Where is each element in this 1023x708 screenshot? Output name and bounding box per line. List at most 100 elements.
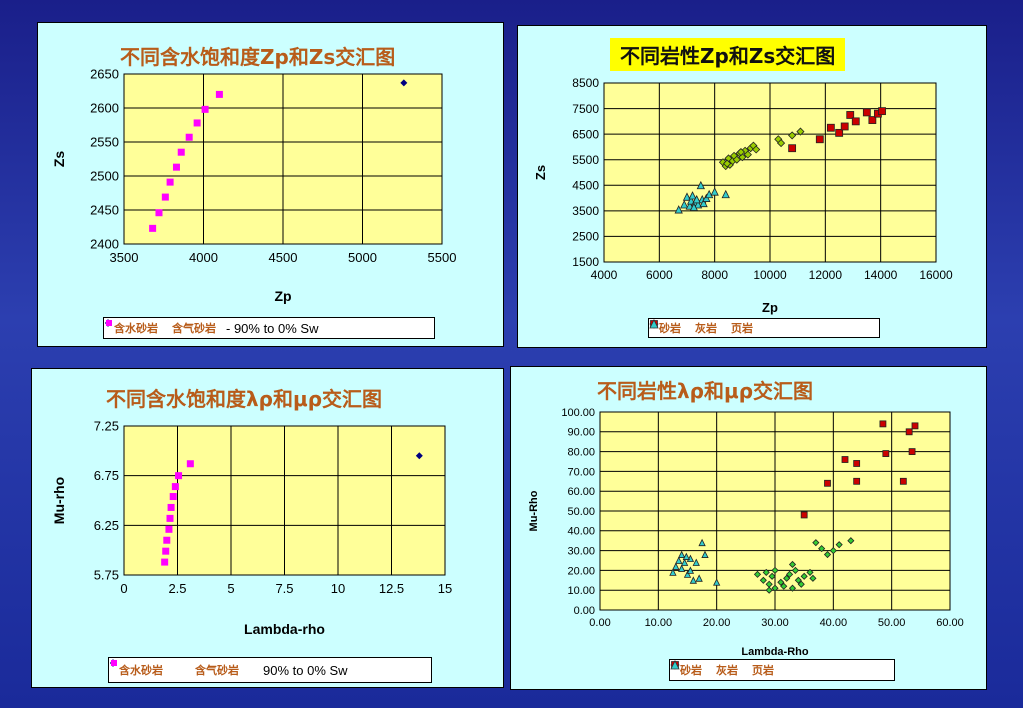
y-tick-label: 7.25 bbox=[94, 419, 119, 434]
y-tick-label: 30.00 bbox=[567, 545, 595, 557]
data-point bbox=[682, 552, 690, 560]
data-point bbox=[752, 145, 761, 154]
y-tick-label: 10.00 bbox=[567, 585, 595, 597]
legend-label: 含气砂岩 bbox=[172, 322, 216, 335]
data-point bbox=[674, 205, 683, 214]
legend-triangle-icon bbox=[649, 319, 659, 329]
y-tick-label: 100.00 bbox=[561, 407, 595, 419]
x-tick-label: 10000 bbox=[753, 268, 787, 282]
data-point bbox=[853, 460, 861, 467]
data-point bbox=[149, 224, 157, 232]
y-axis-label: Mu-Rho bbox=[528, 490, 540, 531]
y-tick-label: 2550 bbox=[90, 135, 119, 150]
data-point bbox=[868, 116, 877, 124]
data-point bbox=[759, 576, 767, 584]
data-point bbox=[786, 570, 794, 578]
data-point bbox=[693, 200, 703, 209]
data-point bbox=[824, 479, 831, 487]
data-point bbox=[768, 572, 776, 580]
x-axis-label: Zp bbox=[274, 288, 291, 304]
data-point bbox=[732, 155, 741, 164]
data-point bbox=[862, 108, 871, 117]
data-point bbox=[851, 117, 860, 126]
data-point bbox=[908, 448, 916, 455]
chart-3-svg: 0 2.5 5 7.5 10 12.5 15 5.75 6.25 6.75 7.25 Lambda-r… bbox=[51, 419, 452, 637]
data-point bbox=[680, 200, 689, 209]
data-point bbox=[172, 163, 180, 171]
data-point bbox=[788, 584, 797, 592]
y-tick-label: 2600 bbox=[90, 101, 119, 116]
x-tick-label: 3500 bbox=[110, 250, 139, 265]
data-point bbox=[669, 568, 677, 576]
legend-label: 含水砂岩 bbox=[119, 664, 163, 677]
data-point bbox=[783, 574, 791, 582]
chart-panel-1: 3500 4000 4500 5000 5500 2400 2450 2500 2550 2600… bbox=[37, 22, 504, 347]
data-point bbox=[701, 550, 709, 558]
data-point bbox=[753, 570, 762, 578]
data-point bbox=[177, 148, 185, 156]
data-point bbox=[777, 139, 786, 148]
legend-label: 砂岩 bbox=[680, 664, 702, 677]
legend-label: 灰岩 bbox=[695, 322, 717, 335]
data-point bbox=[879, 420, 887, 428]
y-tick-label: 2500 bbox=[572, 230, 599, 244]
y-tick-label: 0.00 bbox=[574, 605, 595, 617]
data-point bbox=[678, 550, 686, 558]
data-point bbox=[695, 574, 703, 582]
data-point bbox=[672, 562, 680, 570]
data-point bbox=[878, 107, 886, 116]
data-point bbox=[882, 450, 890, 457]
x-axis-label: Lambda-Rho bbox=[741, 646, 809, 658]
data-point bbox=[815, 135, 824, 144]
data-point bbox=[175, 472, 183, 480]
chart-1-legend: 含水砂岩 含气砂岩 - 90% to 0% Sw bbox=[103, 317, 435, 339]
data-point bbox=[846, 111, 855, 119]
y-tick-label: 4500 bbox=[572, 178, 599, 192]
x-tick-label: 30.00 bbox=[761, 617, 789, 629]
data-point bbox=[765, 586, 773, 594]
data-point bbox=[721, 189, 730, 199]
legend-triangle-icon bbox=[670, 660, 680, 670]
x-tick-label: 2.5 bbox=[168, 581, 186, 596]
y-tick-label: 20.00 bbox=[567, 565, 595, 577]
data-point bbox=[186, 460, 194, 468]
legend-label: 砂岩 bbox=[659, 322, 681, 335]
data-point bbox=[847, 537, 855, 545]
x-tick-label: 5000 bbox=[348, 250, 377, 265]
data-point bbox=[167, 503, 175, 511]
y-axis-label: Zs bbox=[51, 151, 67, 168]
data-point bbox=[689, 202, 699, 211]
x-axis-label: Lambda-rho bbox=[244, 621, 325, 637]
data-point bbox=[165, 525, 173, 533]
chart-2-title: 不同岩性Zp和Zs交汇图 bbox=[610, 38, 846, 71]
x-tick-label: 0.00 bbox=[589, 617, 610, 629]
data-point bbox=[169, 493, 177, 501]
y-tick-label: 50.00 bbox=[567, 506, 595, 518]
x-tick-label: 15 bbox=[438, 581, 452, 596]
data-point bbox=[400, 79, 408, 87]
data-point bbox=[762, 568, 770, 576]
data-point bbox=[696, 180, 705, 190]
legend-label: 页岩 bbox=[752, 664, 774, 677]
legend-square-icon bbox=[106, 320, 112, 326]
data-point bbox=[788, 560, 797, 569]
x-tick-label: 8000 bbox=[701, 268, 728, 282]
x-tick-label: 16000 bbox=[919, 268, 953, 282]
y-tick-label: 6.75 bbox=[94, 468, 119, 483]
data-point bbox=[853, 477, 861, 485]
data-point bbox=[823, 550, 832, 559]
chart-1-svg: 3500 4000 4500 5000 5500 2400 2450 2500 2550 2600… bbox=[51, 67, 456, 304]
x-tick-label: 10.00 bbox=[645, 617, 673, 629]
data-point bbox=[713, 578, 721, 586]
chart-4-title: 不同岩性λρ和μρ交汇图 bbox=[597, 379, 814, 403]
data-point bbox=[161, 193, 169, 201]
legend-note: - 90% to 0% Sw bbox=[226, 320, 319, 336]
x-tick-label: 4000 bbox=[591, 268, 618, 282]
legend-label: 灰岩 bbox=[716, 664, 738, 677]
data-point bbox=[688, 191, 697, 200]
data-point bbox=[794, 576, 802, 584]
chart-2-svg: 4000 6000 8000 10000 12000 14000 16000 1500 2500… bbox=[533, 76, 953, 315]
y-tick-label: 5500 bbox=[572, 153, 599, 167]
data-point bbox=[155, 209, 163, 217]
data-point bbox=[166, 514, 174, 522]
